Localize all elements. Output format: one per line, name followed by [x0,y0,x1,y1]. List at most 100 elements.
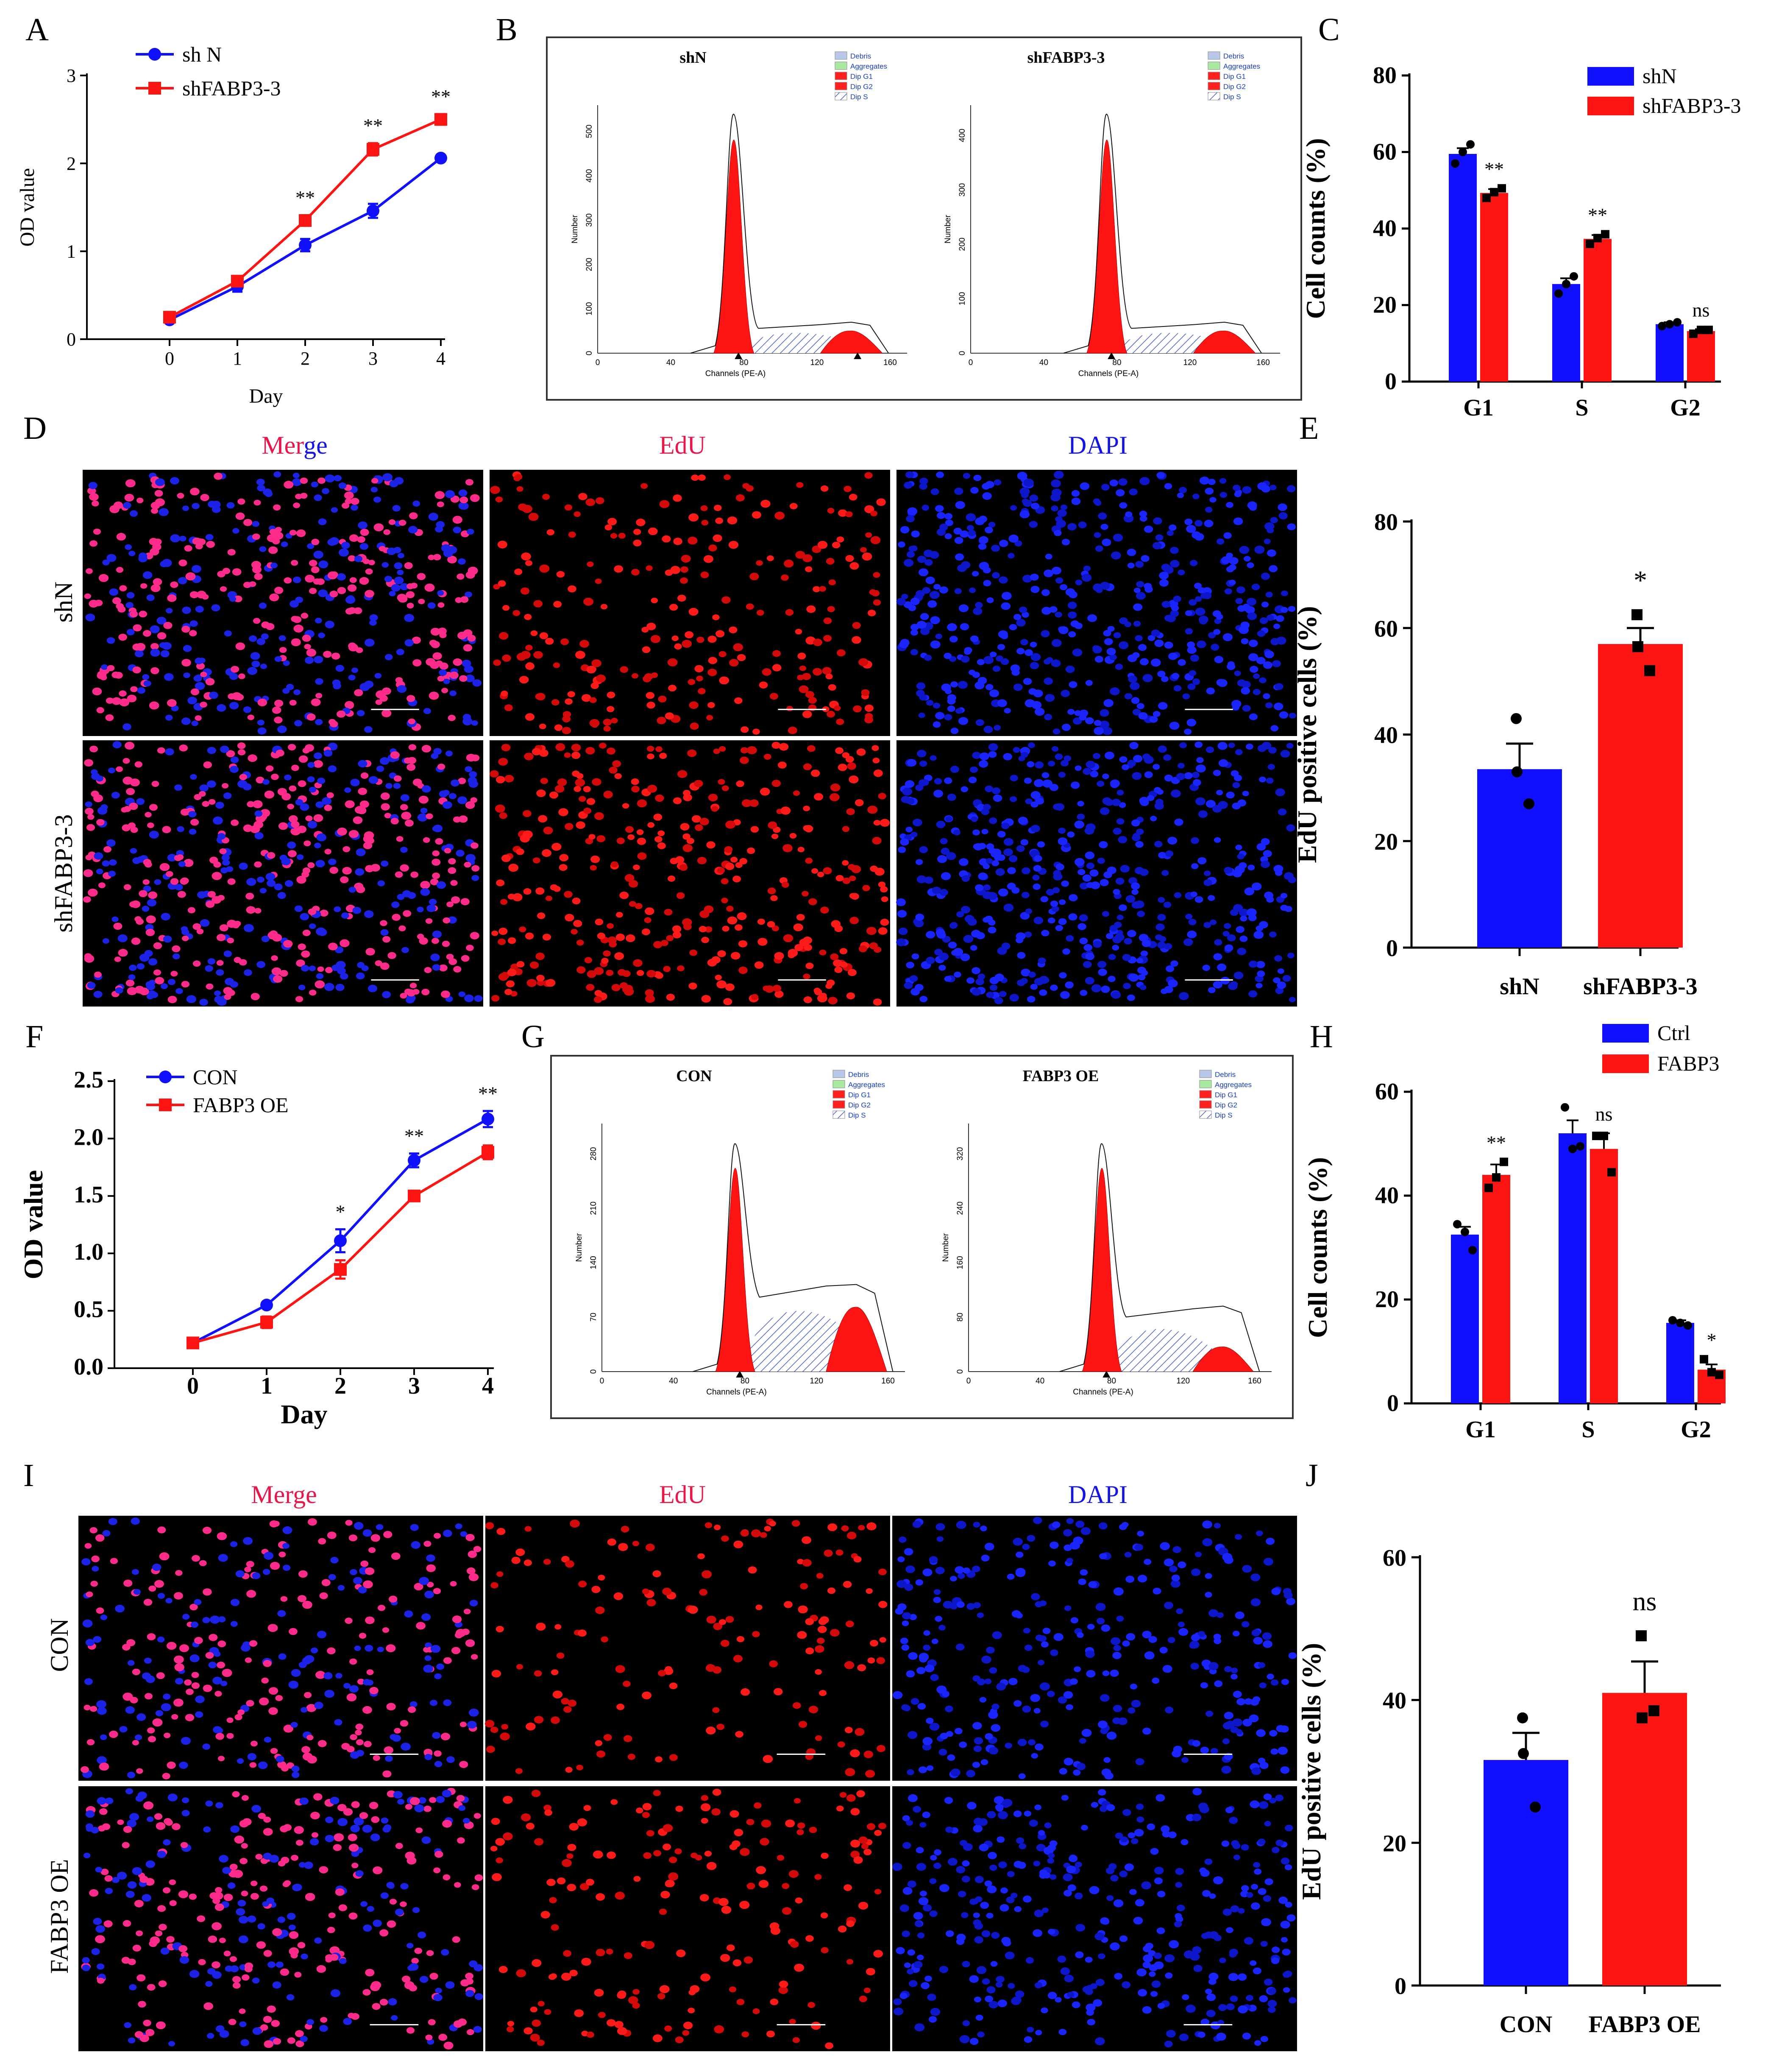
data-point [1586,240,1594,248]
column-label-dapi-i: DAPI [1068,1481,1127,1509]
data-point [1570,272,1578,281]
data-point [1562,279,1570,288]
micro-background [78,1516,483,1781]
data-point [1523,798,1534,809]
flow-legend-swatch [1199,1110,1212,1119]
micro-d-0-dapi [896,470,1297,736]
significance-label: ns [1693,299,1710,321]
significance-label: ** [478,1082,498,1104]
y-tick-label: 1.5 [74,1182,103,1208]
micro-d-0-edu [490,470,890,736]
panel-label-d: D [23,410,47,446]
flow-subplot-2: FABP3 OE Debris Aggregates Dip G1 Dip G2 Dip … [941,1067,1272,1397]
y-axis-title: EdU positive cells (%) [1296,1643,1326,1900]
legend-label: FABP3 OE [193,1093,289,1117]
legend-swatch [1602,1054,1649,1073]
data-point [1453,1220,1462,1229]
micro-i-1-dapi [892,1786,1297,2051]
flow-legend-label: Dip G1 [1223,73,1246,81]
flow-x-title: Channels (PE-A) [1078,369,1139,378]
column-label-edu: EdU [659,431,706,459]
bar-shfabp3-3 [1687,331,1715,382]
data-point [299,239,312,252]
flow-x-tick: 160 [1256,358,1270,367]
x-tick-label: shFABP3-3 [1583,973,1698,1000]
flow-legend-label: Dip S [848,1111,866,1119]
x-tick-label: S [1575,395,1588,421]
data-point [1518,1748,1529,1759]
data-point [1490,188,1498,197]
flow-legend-swatch [1208,61,1220,70]
significance-label: * [1707,1329,1717,1351]
data-point [1715,1370,1723,1379]
flow-y-tick: 400 [958,129,967,142]
flow-y-tick: 0 [958,351,967,356]
flow-y-title: Number [941,1233,950,1262]
x-tick-label: 1 [261,1373,273,1399]
micro-nuclei [83,741,483,1006]
flow-legend-swatch [1199,1090,1212,1099]
x-tick-label: 2 [301,348,310,369]
data-point [1466,140,1475,149]
x-tick-label: 4 [482,1373,494,1399]
flow-x-tick: 80 [739,358,748,367]
data-point [434,113,447,126]
flow-legend-swatch [1199,1100,1212,1109]
flow-x-title: Channels (PE-A) [706,1388,767,1397]
x-tick-label: G1 [1465,1417,1496,1443]
flow-x-tick: 0 [969,358,973,367]
x-tick-label: 1 [233,348,242,369]
data-point [1665,320,1674,329]
flow-x-tick: 120 [810,1377,823,1386]
flow-legend-swatch [1208,92,1220,100]
flow-x-tick: 160 [883,358,897,367]
flow-x-tick: 40 [1036,1377,1044,1386]
flow-g1-marker [736,1371,744,1378]
data-point [1461,1227,1469,1236]
data-point [1658,322,1666,331]
flow-trace [690,114,889,354]
data-point [1707,1368,1716,1377]
flow-legend-label: Dip G2 [1223,83,1246,91]
flow-y-tick: 80 [956,1313,965,1322]
y-tick-label: 2.0 [74,1124,103,1150]
data-point [1697,326,1705,335]
panel-label-h: H [1310,1019,1333,1054]
bar-1 [1602,1693,1687,1986]
x-axis-title: Day [249,385,283,407]
flow-s-phase [1111,1329,1223,1372]
data-point [1600,1132,1608,1141]
flow-y-tick: 70 [589,1313,598,1322]
flow-x-tick: 0 [966,1377,971,1386]
y-tick-label: 40 [1375,1182,1399,1209]
flow-y-tick: 200 [958,237,967,251]
data-point [1676,1319,1684,1327]
x-axis-title: Day [281,1399,327,1429]
data-point [1512,766,1523,778]
data-point [299,214,312,227]
flow-title: CON [676,1067,712,1085]
x-tick-label: 2 [334,1373,346,1399]
y-tick-label: 3 [67,65,76,86]
data-point [1498,184,1506,193]
micro-i-1-edu [485,1786,890,2051]
row-label-con: CON [45,1618,73,1672]
legend-marker [159,1071,172,1083]
micro-nuclei [896,741,1296,1004]
x-tick-label: G1 [1463,395,1494,421]
flow-y-tick: 320 [956,1147,965,1161]
x-tick-label: S [1581,1417,1595,1443]
column-label-merge-part2: ge [303,431,328,459]
y-tick-label: 40 [1374,722,1398,749]
bar-fabp3 [1482,1175,1510,1403]
micro-nuclei [81,1517,482,1779]
flow-x-tick: 120 [1176,1377,1190,1386]
flow-y-tick: 100 [958,292,967,306]
legend-swatch [1587,67,1634,86]
flow-y-tick: 300 [585,213,594,227]
flow-trace [1063,114,1262,354]
y-tick-label: 20 [1375,1286,1399,1313]
bar-shn [1449,154,1477,382]
